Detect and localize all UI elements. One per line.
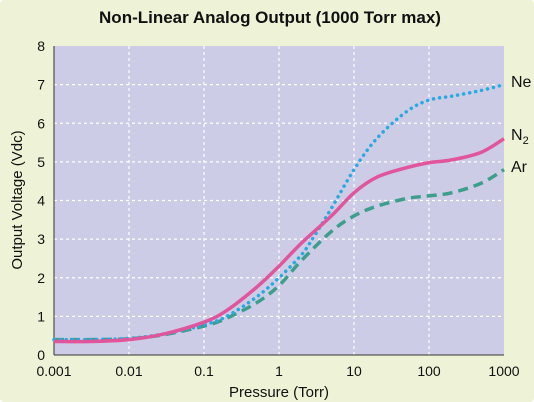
x-tick-label: 1000	[488, 363, 519, 379]
tick-labels: 0.001 0.01 0.1 1 10 100 1000 0 1 2 3 4 5 6 7 8	[36, 38, 519, 379]
legend-label-ar: Ar	[511, 159, 528, 176]
y-tick-label: 5	[37, 154, 45, 170]
series-line-n	[53, 137, 505, 344]
x-tick-label: 0.001	[36, 363, 71, 379]
x-tick-label: 100	[417, 363, 441, 379]
legend-label-ne: Ne	[511, 74, 532, 91]
axes	[53, 46, 504, 356]
chart-title: Non-Linear Analog Output (1000 Torr max)	[99, 8, 441, 27]
y-tick-label: 7	[37, 77, 45, 93]
legend-label-n2: N2	[511, 127, 529, 147]
y-tick-label: 8	[37, 38, 45, 54]
legend: Ne N2 Ar	[511, 74, 532, 176]
y-tick-label: 6	[37, 115, 45, 131]
grid-lines	[54, 46, 504, 355]
y-tick-label: 3	[37, 231, 45, 247]
y-axis-label: Output Voltage (Vdc)	[9, 130, 26, 269]
x-tick-label: 1	[275, 363, 283, 379]
x-tick-label: 0.01	[115, 363, 142, 379]
x-axis-label: Pressure (Torr)	[229, 384, 329, 401]
x-tick-label: 10	[346, 363, 362, 379]
x-tick-label: 0.1	[194, 363, 214, 379]
series-lines	[52, 82, 506, 344]
y-tick-label: 0	[37, 347, 45, 363]
y-tick-label: 4	[37, 193, 45, 209]
y-tick-label: 2	[37, 270, 45, 286]
y-tick-label: 1	[37, 308, 45, 324]
